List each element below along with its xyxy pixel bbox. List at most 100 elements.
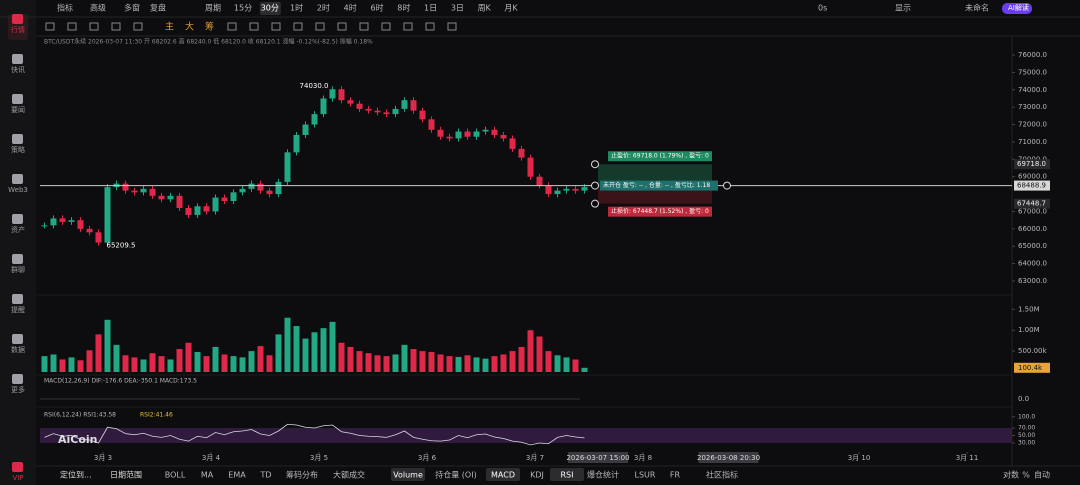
handle[interactable] (591, 181, 599, 190)
tool-icon[interactable] (45, 22, 55, 31)
sidebar-icon[interactable] (12, 54, 23, 64)
indicator[interactable]: FR (670, 471, 681, 480)
tool-icon[interactable] (133, 22, 143, 31)
tool-icon[interactable] (67, 22, 77, 31)
sidebar-label[interactable]: 资产 (11, 225, 25, 234)
sidebar-label[interactable]: 要闻 (11, 105, 25, 114)
candle (347, 100, 354, 104)
tool-icon[interactable] (315, 22, 325, 31)
period-button[interactable]: 8时 (397, 3, 410, 13)
bottom-right[interactable]: 自动 (1034, 470, 1050, 480)
indicator[interactable]: 爆仓统计 (587, 470, 619, 480)
bottom-left[interactable]: 日期范围 (110, 470, 142, 480)
sidebar-label[interactable]: VIP (12, 474, 23, 482)
period-button[interactable]: 15分 (234, 4, 252, 13)
tool-icon[interactable] (271, 22, 281, 31)
toolbar-right[interactable]: AI解读 (1008, 3, 1029, 12)
candle (491, 129, 498, 135)
bottom-left[interactable]: 定位到... (60, 470, 92, 480)
toolbar-button[interactable]: 复盘 (150, 3, 166, 13)
sidebar-label[interactable]: 群聊 (11, 265, 25, 274)
sidebar-label[interactable]: 提醒 (11, 305, 25, 314)
bottom-right[interactable]: % (1022, 471, 1030, 480)
sidebar-label[interactable]: 行情 (11, 25, 25, 34)
indicator[interactable]: RSI (561, 471, 574, 480)
bottom-right[interactable]: 对数 (1003, 470, 1019, 480)
period-button[interactable]: 2时 (317, 3, 330, 13)
indicator[interactable]: BOLL (165, 471, 186, 480)
indicator[interactable]: TD (259, 471, 271, 480)
indicator[interactable]: KDJ (530, 471, 544, 480)
indicator[interactable]: 持仓量 (OI) (435, 470, 476, 480)
period-button[interactable]: 4时 (344, 3, 357, 13)
period-button[interactable]: 月K (504, 4, 518, 13)
period-button[interactable]: 1时 (290, 3, 303, 13)
sidebar-label[interactable]: Web3 (8, 186, 28, 194)
tool-icon[interactable] (293, 22, 303, 31)
indicator[interactable]: 筹码分布 (286, 470, 318, 480)
period-button[interactable]: 周K (478, 4, 492, 13)
sidebar-icon[interactable] (12, 254, 23, 264)
sidebar-icon[interactable] (12, 174, 23, 184)
sidebar-icon[interactable] (12, 14, 23, 24)
sidebar-label[interactable]: 数据 (11, 345, 25, 354)
sidebar-icon[interactable] (12, 94, 23, 104)
volume-bar (410, 349, 417, 372)
toolbar-right[interactable]: 0s (818, 4, 827, 13)
sidebar-label[interactable]: 更多 (11, 385, 25, 394)
tool-icon[interactable] (425, 22, 435, 31)
tool-icon[interactable] (227, 22, 237, 31)
drawing-tool[interactable]: 大 (185, 21, 194, 33)
toolbar-right[interactable]: 未命名 (965, 3, 989, 13)
sidebar-icon[interactable] (12, 214, 23, 224)
period-button[interactable]: 1日 (424, 4, 437, 13)
sidebar-label[interactable]: 策略 (11, 145, 25, 154)
indicator[interactable]: 社区指标 (706, 470, 738, 480)
sidebar-icon[interactable] (12, 134, 23, 144)
sidebar-icon[interactable] (12, 462, 23, 472)
candle (473, 131, 480, 137)
drawing-tool[interactable]: 主 (165, 21, 174, 33)
volume-bar (347, 346, 354, 372)
period-button[interactable]: 30分 (261, 4, 279, 13)
handle[interactable] (723, 181, 731, 190)
toolbar-button[interactable]: 周期 (205, 4, 221, 13)
sidebar-icon[interactable] (12, 294, 23, 304)
sidebar-icon[interactable] (12, 334, 23, 344)
volume-bar (419, 351, 426, 372)
volume-bar (320, 328, 327, 372)
toolbar-button[interactable]: 高级 (90, 3, 106, 13)
rsi-tick-label: 70.00 (1018, 425, 1035, 432)
volume-bar (41, 356, 48, 372)
handle[interactable] (591, 160, 599, 169)
volume-bar (158, 356, 165, 372)
indicator[interactable]: MACD (491, 471, 515, 480)
period-button[interactable]: 6时 (370, 3, 383, 13)
drawing-tool[interactable]: 筹 (205, 21, 214, 33)
toolbar-button[interactable]: 指标 (57, 3, 73, 13)
tool-icon[interactable] (381, 22, 391, 31)
tool-icon[interactable] (111, 22, 121, 31)
indicator[interactable]: EMA (228, 471, 246, 480)
tool-icon[interactable] (337, 22, 347, 31)
tool-icon[interactable] (89, 22, 99, 31)
tool-icon[interactable] (359, 22, 369, 31)
indicator[interactable]: LSUR (635, 471, 656, 480)
candle (104, 187, 111, 243)
volume-bar (500, 354, 507, 372)
y-tick-label: 73000.0 (1018, 103, 1047, 111)
sidebar-icon[interactable] (12, 374, 23, 384)
tool-icon[interactable] (403, 22, 413, 31)
indicator[interactable]: 大额成交 (333, 470, 365, 480)
toolbar-right[interactable]: 显示 (895, 4, 911, 13)
toolbar-button[interactable]: 多窗 (124, 3, 140, 13)
period-button[interactable]: 3日 (451, 4, 464, 13)
candle (518, 148, 525, 158)
indicator[interactable]: Volume (393, 471, 423, 480)
candle (248, 183, 255, 189)
tool-icon[interactable] (447, 22, 457, 31)
indicator[interactable]: MA (201, 471, 214, 480)
tool-icon[interactable] (249, 22, 259, 31)
sidebar-label[interactable]: 快讯 (11, 65, 25, 74)
handle[interactable] (591, 199, 599, 208)
